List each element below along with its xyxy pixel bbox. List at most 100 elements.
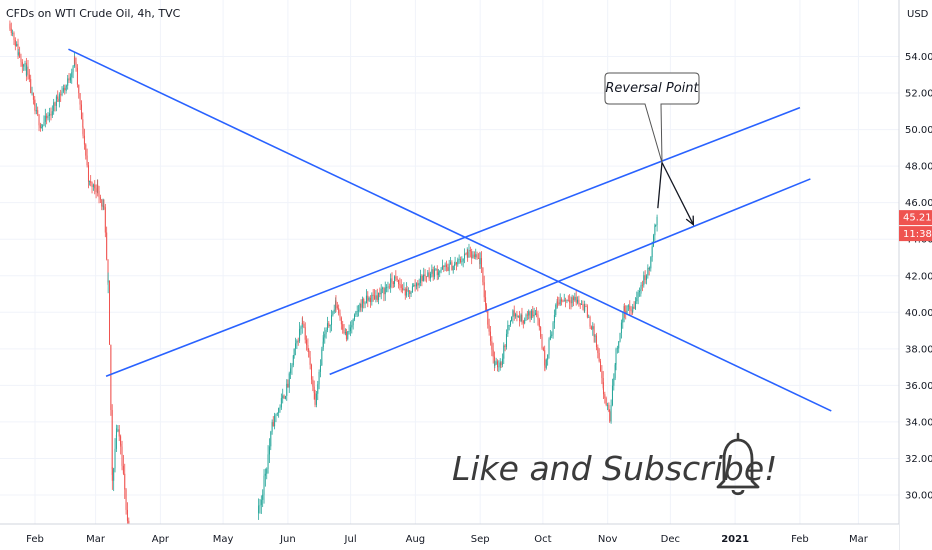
candle-body [111,409,113,470]
candle-body [536,313,538,315]
candle-body [43,121,45,126]
candle-body [67,78,69,86]
candle-body [374,295,376,300]
reversal-point-callout[interactable]: Reversal Point [604,72,700,163]
candle-body [579,303,581,305]
candle-body [106,232,108,260]
x-tick-label: Nov [598,534,618,545]
bell-icon [716,432,760,496]
candle-body [410,292,412,294]
candle-body [600,361,602,372]
candle-body [461,261,463,263]
candle-body [413,284,415,287]
trendline[interactable] [105,106,801,377]
candle-body [16,43,18,47]
trendlines[interactable] [68,48,832,412]
candle-body [35,110,37,112]
candle-body [379,292,381,295]
candle-body [14,39,16,47]
candle-body [58,94,60,102]
candle-body [422,275,424,282]
candle-body [467,251,469,258]
candle-body [567,299,569,301]
candle-body [472,254,474,259]
candle-body [545,359,547,368]
candle-body [403,289,405,291]
candle-body [465,253,467,255]
candle-body [424,274,426,277]
candle-body [75,62,77,68]
candle-body [616,348,618,350]
candle-body [263,475,265,495]
x-tick-label: Mar [86,534,106,545]
candle-body [479,258,481,265]
candle-body [485,305,487,311]
candle-body [363,299,365,304]
candle-body [481,258,483,268]
candle-body [458,259,460,260]
candle-body [271,422,273,432]
candle-body [421,275,423,282]
projection-arrow[interactable] [657,162,695,226]
candle-body [572,297,574,301]
price-axis[interactable]: USD 30.00 32.00 34.00 36.00 38.00 40.00 42.00 4… [898,0,932,550]
candle-body [428,272,430,279]
candle-body [592,326,594,330]
candle-body [325,329,327,335]
candle-body [415,283,417,287]
candle-body [409,290,411,294]
candle-body [548,339,550,355]
x-tick-label: Dec [661,534,680,545]
candle-body [451,262,453,271]
candle-body [651,246,653,258]
candle-body [102,205,104,207]
candle-body [326,323,328,330]
candle-body [32,92,34,100]
candle-body [274,415,276,427]
candle-body [27,66,29,75]
candle-body [268,446,270,455]
trendline[interactable] [329,178,811,376]
candle-body [627,305,629,307]
trendline[interactable] [68,48,832,412]
candle-body [597,347,599,354]
time-axis[interactable]: Feb Mar Apr May Jun Jul Aug Sep Oct Nov Dec 2021 Feb… [0,523,899,550]
candle-body [345,331,347,340]
candle-body [586,306,588,318]
candle-body [471,251,473,259]
candle-body [534,313,536,315]
candle-body [633,306,635,309]
candle-body [590,326,592,330]
candle-body [23,64,25,67]
candle-body [76,67,78,85]
candle-body [492,349,494,357]
candle-body [439,271,441,273]
candle-body [457,259,459,265]
candle-body [318,371,320,385]
candle-body [54,102,56,106]
candle-body [293,348,295,356]
candle-body [82,119,84,128]
candle-body [304,327,306,340]
candle-body [553,315,555,323]
candle-body [566,299,568,302]
y-tick-label: 52.00 [905,89,932,100]
candle-body [516,314,518,318]
candle-body [333,309,335,312]
candle-body [537,314,539,320]
candle-body [55,96,57,106]
candle-body [601,371,603,378]
candle-body [636,297,638,302]
candle-body [544,350,546,366]
candle-body [69,77,71,81]
candle-body [278,408,280,413]
candle-body [88,181,90,182]
candle-body [299,328,301,341]
callout-bubble [604,72,700,163]
candle-body [404,289,406,296]
candle-body [80,104,82,120]
candle-body [571,297,573,303]
candle-body [319,365,321,372]
candle-body [638,290,640,293]
